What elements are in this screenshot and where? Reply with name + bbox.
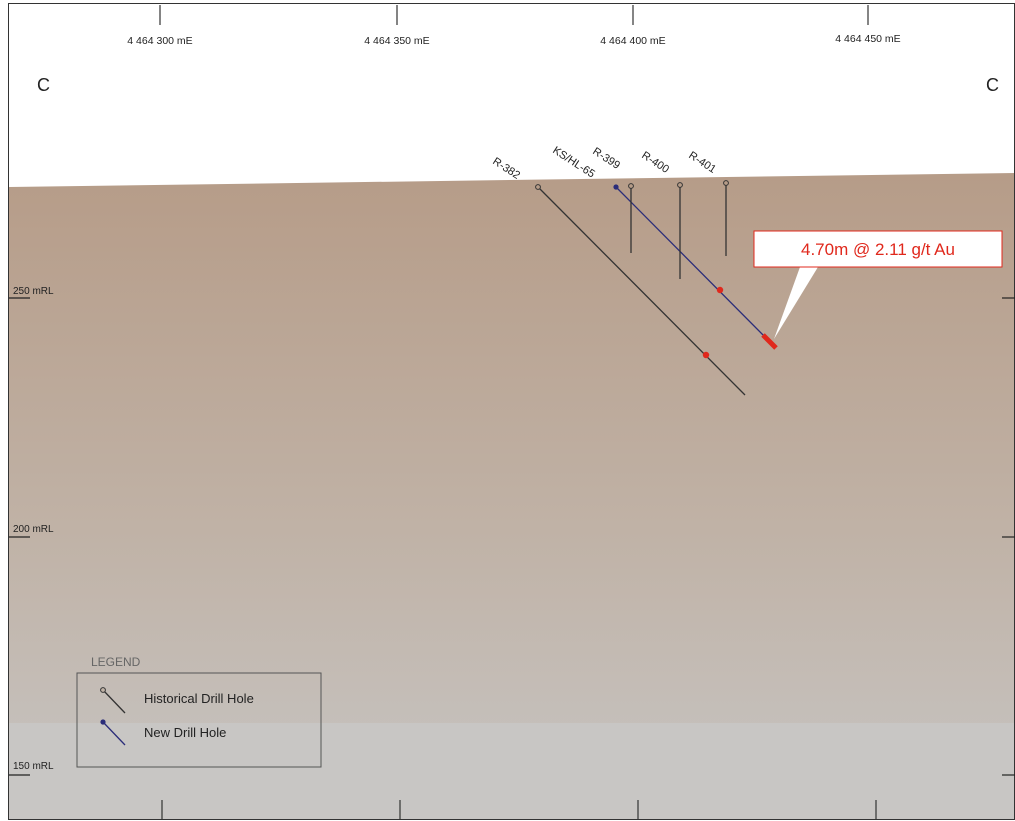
easting-label-2: 4 464 350 mE <box>364 35 429 47</box>
intercept-segment <box>761 333 778 350</box>
legend-historical-label: Historical Drill Hole <box>144 691 254 706</box>
easting-label-1: 4 464 300 mE <box>127 35 192 47</box>
intercept-marker <box>716 286 724 294</box>
elevation-ticks-right <box>1002 297 1015 776</box>
section-label-left: C <box>37 75 50 95</box>
legend-historical-symbol <box>102 689 126 714</box>
drill-hole-label: KS/HL-65 <box>550 144 597 180</box>
elevation-label-250: 250 mRL <box>13 286 54 297</box>
drill-hole-label: R-400 <box>639 149 671 175</box>
elevation-label-200: 200 mRL <box>13 524 54 535</box>
easting-ticks-top <box>159 5 869 25</box>
elevation-ticks-left <box>9 297 30 776</box>
intercept-callout: 4.70m @ 2.11 g/t Au <box>753 230 1003 339</box>
legend-title: LEGEND <box>91 655 141 669</box>
callout-box <box>753 230 1003 268</box>
legend-new-symbol <box>102 721 126 746</box>
intercept-marker <box>702 351 710 359</box>
section-label-right: C <box>986 75 999 95</box>
elevation-label-150: 150 mRL <box>13 761 54 772</box>
drill-hole-label: R-382 <box>490 155 522 181</box>
drill-hole-label: R-401 <box>686 149 718 175</box>
legend-box: Historical Drill Hole New Drill Hole <box>76 672 322 768</box>
ground-section <box>9 173 1015 819</box>
callout-pointer <box>774 267 818 339</box>
easting-label-3: 4 464 400 mE <box>600 35 665 47</box>
easting-ticks-bottom <box>161 800 877 820</box>
legend-new-label: New Drill Hole <box>144 725 226 740</box>
drill-hole-label: R-399 <box>590 145 622 171</box>
easting-label-4: 4 464 450 mE <box>835 33 900 45</box>
lower-grey-band <box>9 723 1015 819</box>
callout-text: 4.70m @ 2.11 g/t Au <box>801 240 955 259</box>
